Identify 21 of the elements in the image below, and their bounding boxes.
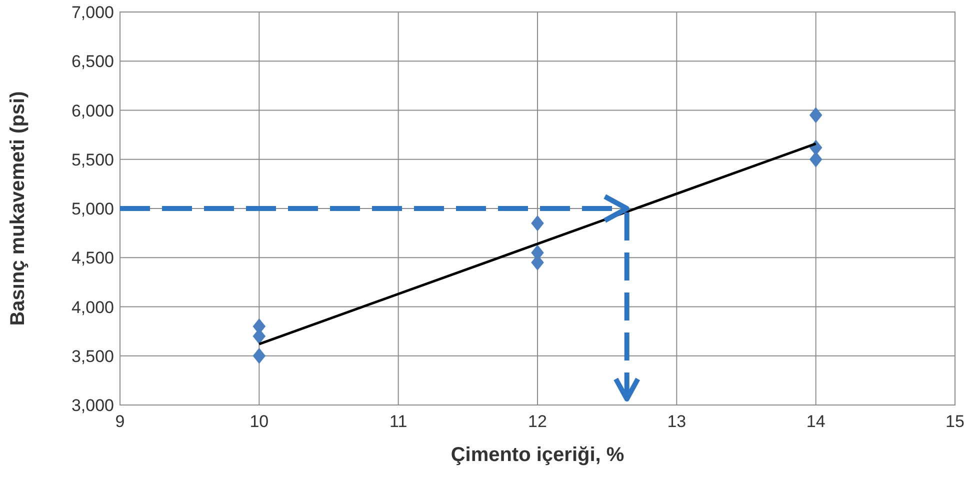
x-tick-label: 12 [528, 412, 547, 431]
x-tick-label: 9 [115, 412, 125, 431]
x-tick-label: 15 [946, 412, 964, 431]
y-tick-label: 3,500 [71, 346, 114, 366]
point [531, 215, 544, 232]
y-tick-label: 7,000 [71, 3, 114, 22]
y-tick-label: 5,000 [71, 200, 114, 218]
x-tick-label: 11 [390, 412, 408, 431]
x-tick-label: 10 [250, 412, 269, 431]
x-axis-title: Çimento içeriği, % [450, 444, 624, 466]
y-axis-title: Basınç mukavemeti (psi) [7, 91, 29, 326]
point [252, 348, 266, 364]
point [809, 107, 822, 124]
x-tick-label: 14 [806, 412, 826, 431]
x-tick-label: 13 [667, 412, 686, 431]
y-tick-label: 3,000 [71, 396, 114, 415]
y-tick-label: 4,000 [71, 298, 114, 317]
y-tick-label: 6,500 [71, 52, 114, 72]
y-tick-label: 6,000 [71, 101, 114, 120]
y-tick-label: 5,500 [71, 150, 114, 170]
y-tick-label: 4,500 [71, 248, 114, 268]
